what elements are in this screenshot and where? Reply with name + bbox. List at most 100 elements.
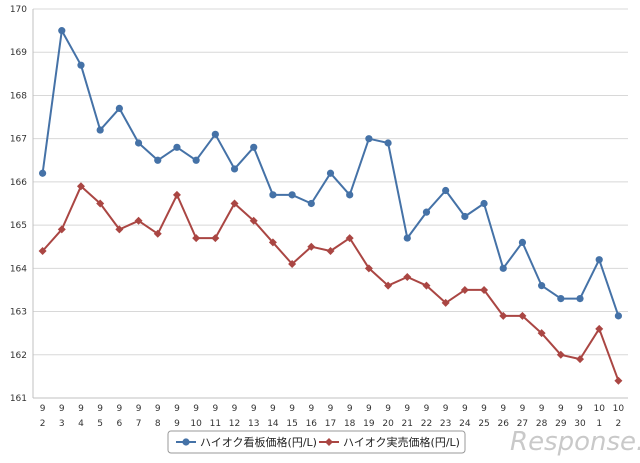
data-point-series-1 xyxy=(134,139,143,147)
data-point-series-2 xyxy=(134,216,143,225)
data-point-series-1 xyxy=(230,165,239,173)
series-line-2 xyxy=(41,185,620,382)
data-point-series-2 xyxy=(115,225,124,234)
data-point-series-1 xyxy=(326,169,335,177)
data-point-series-2 xyxy=(364,264,373,273)
x-tick-label-month: 9 xyxy=(424,404,430,414)
x-tick-label-month: 9 xyxy=(385,404,391,414)
data-point-series-1 xyxy=(595,256,603,264)
data-point-series-1 xyxy=(211,130,219,138)
x-tick-label-month: 9 xyxy=(78,404,84,414)
data-point-series-2 xyxy=(192,234,201,243)
x-tick-label-month: 9 xyxy=(174,404,180,414)
data-point-series-1 xyxy=(499,264,507,272)
data-point-series-2 xyxy=(460,285,469,294)
y-tick-label: 166 xyxy=(10,178,27,188)
data-point-series-2 xyxy=(96,199,105,208)
series-markers xyxy=(38,27,623,385)
x-tick-label-month: 9 xyxy=(577,404,583,414)
x-tick-label-month: 9 xyxy=(117,404,123,414)
data-point-series-1 xyxy=(288,191,296,199)
data-point-series-2 xyxy=(326,247,335,256)
data-point-series-2 xyxy=(537,329,546,338)
y-tick-label: 165 xyxy=(10,221,27,231)
legend-marker-series-2 xyxy=(325,438,333,446)
x-tick-label-day: 24 xyxy=(459,419,471,429)
x-tick-label-month: 9 xyxy=(289,404,295,414)
data-point-series-1 xyxy=(58,27,66,35)
data-point-series-2 xyxy=(576,355,585,364)
y-tick-label: 164 xyxy=(10,264,27,274)
watermark-text: Response. xyxy=(510,427,640,457)
x-tick-label-day: 17 xyxy=(325,419,336,429)
data-point-series-2 xyxy=(441,298,450,307)
x-tick-label-day: 21 xyxy=(402,419,413,429)
x-tick-label-day: 11 xyxy=(210,419,221,429)
x-tick-label-day: 16 xyxy=(306,419,318,429)
data-point-series-2 xyxy=(268,238,277,247)
y-tick-label: 168 xyxy=(10,91,27,101)
data-point-series-2 xyxy=(384,281,393,290)
x-tick-label-month: 9 xyxy=(251,404,257,414)
data-point-series-1 xyxy=(461,212,469,221)
data-point-series-1 xyxy=(250,143,258,151)
data-point-series-2 xyxy=(614,376,623,385)
x-tick-label-day: 19 xyxy=(363,419,375,429)
data-point-series-1 xyxy=(365,135,373,143)
x-tick-label-month: 9 xyxy=(558,404,564,414)
x-tick-label-day: 26 xyxy=(498,419,510,429)
data-point-series-2 xyxy=(480,285,489,294)
x-tick-label-day: 2 xyxy=(616,419,622,429)
x-tick-label-day: 13 xyxy=(248,419,259,429)
x-tick-label-month: 9 xyxy=(328,404,334,414)
data-point-series-2 xyxy=(76,182,85,191)
x-tick-label-day: 18 xyxy=(344,419,356,429)
data-point-series-1 xyxy=(422,208,431,216)
data-point-series-2 xyxy=(403,272,412,281)
data-point-series-1 xyxy=(346,191,354,199)
x-tick-label-day: 12 xyxy=(229,419,240,429)
data-point-series-2 xyxy=(153,229,162,238)
data-point-series-1 xyxy=(614,312,623,320)
data-point-series-1 xyxy=(403,234,411,242)
x-tick-label-month: 9 xyxy=(347,404,353,414)
data-point-series-1 xyxy=(38,169,47,177)
x-tick-label-month: 9 xyxy=(539,404,545,414)
data-point-series-2 xyxy=(211,234,220,243)
x-tick-label-day: 23 xyxy=(440,419,451,429)
legend-box xyxy=(167,430,466,454)
data-point-series-2 xyxy=(57,225,66,234)
y-tick-label: 161 xyxy=(10,394,27,404)
x-tick-label-month: 9 xyxy=(232,404,238,414)
x-tick-label-month: 9 xyxy=(59,404,65,414)
data-point-series-2 xyxy=(518,311,527,320)
data-point-series-1 xyxy=(269,191,277,199)
data-point-series-2 xyxy=(422,281,431,290)
data-point-series-2 xyxy=(288,260,297,269)
x-tick-label-month: 9 xyxy=(212,404,218,414)
data-point-series-2 xyxy=(38,247,47,256)
x-tick-label-month: 9 xyxy=(136,404,142,414)
x-tick-label-day: 30 xyxy=(574,419,586,429)
data-point-series-1 xyxy=(307,199,315,208)
data-point-series-2 xyxy=(345,234,354,243)
data-point-series-1 xyxy=(518,238,527,246)
legend-label-series-1: ハイオク看板価格(円/L) xyxy=(200,435,317,449)
x-tick-label-day: 28 xyxy=(536,419,548,429)
x-tick-label-month: 9 xyxy=(481,404,487,414)
x-tick-label-day: 15 xyxy=(286,419,297,429)
y-tick-label: 162 xyxy=(10,351,27,361)
x-tick-label-month: 9 xyxy=(404,404,410,414)
x-tick-label-month: 9 xyxy=(500,404,506,414)
legend-marker-series-1 xyxy=(182,438,190,446)
legend: ハイオク看板価格(円/L) ハイオク実売価格(円/L) xyxy=(167,430,466,454)
x-tick-label-day: 3 xyxy=(59,419,65,429)
x-tick-label-month: 9 xyxy=(155,404,161,414)
data-point-series-1 xyxy=(77,61,85,69)
gridlines xyxy=(32,8,628,399)
data-point-series-1 xyxy=(576,294,584,303)
data-point-series-2 xyxy=(249,216,258,225)
x-tick-label-day: 9 xyxy=(174,419,180,429)
